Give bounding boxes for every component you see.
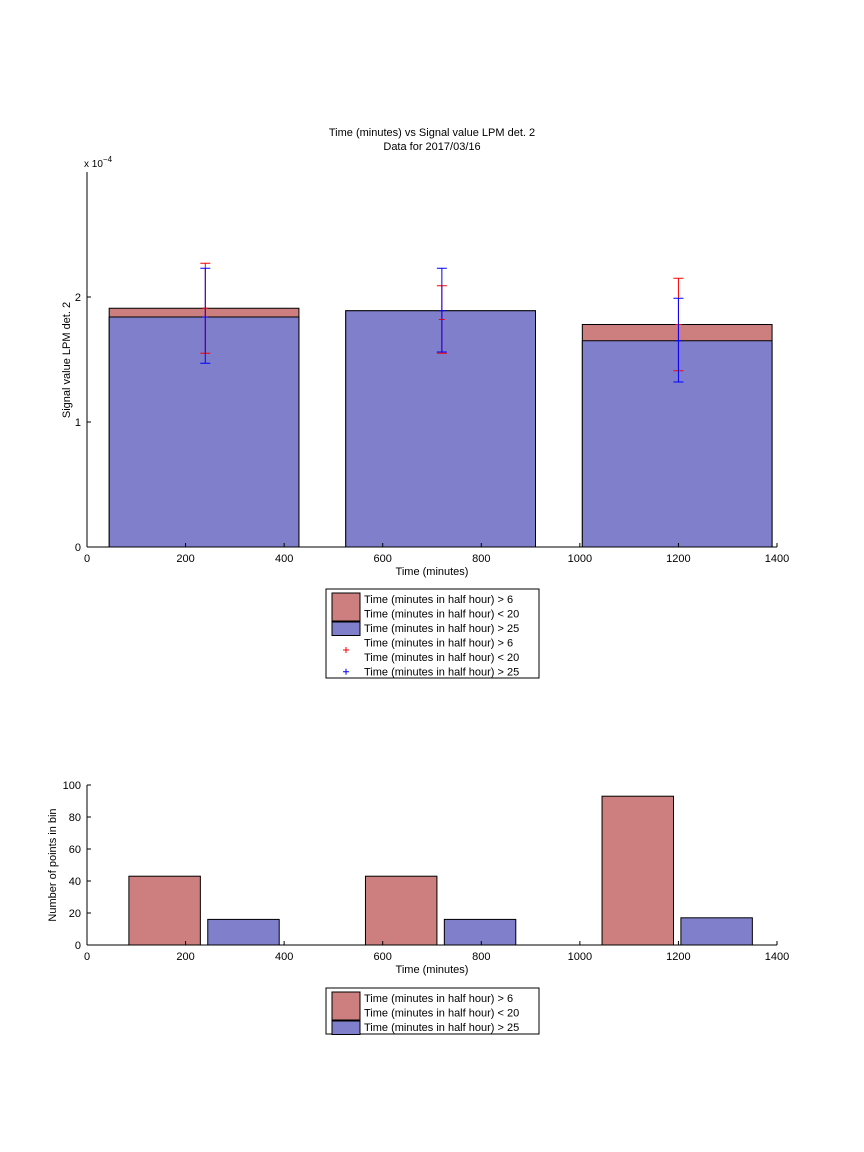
chart1-bars	[108, 307, 773, 548]
chart1-ytick-label: 1	[75, 417, 81, 429]
chart2-xlabel: Time (minutes)	[396, 964, 469, 976]
chart2-legend-swatch	[331, 1020, 361, 1035]
chart1-ytick-label: 0	[75, 542, 81, 554]
chart1-xtick-label: 800	[472, 553, 490, 565]
chart1-xtick-label: 1200	[666, 553, 690, 565]
chart1-exponent-base: x 10	[84, 159, 103, 170]
chart1-xtick-label: 1400	[765, 553, 789, 565]
signal-chart: Time (minutes) vs Signal value LPM det. …	[61, 127, 789, 679]
chart2-legend-label: Time (minutes in half hour) < 20	[364, 1008, 519, 1020]
chart1-legend-label: Time (minutes in half hour) > 6	[364, 638, 513, 650]
chart1-legend-label: Time (minutes in half hour) > 25	[364, 667, 519, 679]
chart1-xlabel: Time (minutes)	[396, 566, 469, 578]
chart2-xtick-label: 1000	[568, 951, 592, 963]
count-bar	[207, 918, 280, 946]
chart2-axes: 0 200 400 600 800 1000 1200 1400 0 20 40 60 80 100	[63, 780, 790, 963]
signal-bar	[108, 316, 300, 548]
chart2-ylabel: Number of points in bin	[47, 808, 59, 921]
chart1-errorbars	[200, 262, 684, 383]
chart1-axes: 0 200 400 600 800 1000 1200 1400 0 1 2	[75, 172, 789, 565]
chart1-legend-box	[325, 588, 540, 679]
chart2-ytick-label: 100	[63, 780, 81, 792]
chart1-subtitle: Data for 2017/03/16	[383, 141, 480, 153]
count-bar	[443, 918, 517, 946]
chart2-xtick-label: 200	[176, 951, 194, 963]
chart2-xtick-label: 1400	[765, 951, 789, 963]
chart1-legend-swatch	[331, 621, 361, 636]
chart1-xtick-label: 600	[374, 553, 392, 565]
chart2-legend: Time (minutes in half hour) > 6 Time (min…	[325, 987, 540, 1035]
chart2-xtick-label: 600	[374, 951, 392, 963]
chart2-xtick-label: 1200	[666, 951, 690, 963]
chart1-exponent: x 10−4	[84, 155, 113, 170]
chart2-ytick-label: 40	[69, 876, 81, 888]
chart2-xtick-label: 800	[472, 951, 490, 963]
chart1-xtick-label: 0	[84, 553, 90, 565]
chart2-legend-swatch	[331, 991, 361, 1021]
signal-bar	[581, 340, 773, 548]
chart1-ylabel: Signal value LPM det. 2	[61, 302, 73, 418]
chart1-xtick-label: 1000	[568, 553, 592, 565]
chart2-legend-label: Time (minutes in half hour) > 6	[364, 993, 513, 1005]
count-bar	[128, 875, 201, 946]
chart2-bars	[128, 795, 753, 946]
count-chart: Number of points in bin Time (minutes) 0…	[47, 780, 789, 1035]
chart1-exponent-power: −4	[103, 155, 113, 164]
chart1-legend-label: Time (minutes in half hour) > 25	[364, 623, 519, 635]
count-bar	[601, 795, 674, 946]
chart2-ytick-label: 60	[69, 844, 81, 856]
chart1-xtick-label: 200	[176, 553, 194, 565]
chart1-legend: Time (minutes in half hour) > 6 Time (min…	[325, 588, 540, 679]
signal-bar	[345, 310, 536, 548]
chart1-ytick-label: 2	[75, 292, 81, 304]
chart1-legend-label: Time (minutes in half hour) < 20	[364, 652, 519, 664]
chart1-legend-swatch	[331, 592, 361, 622]
count-bar	[680, 917, 753, 946]
chart1-xtick-label: 400	[275, 553, 293, 565]
chart2-legend-box	[325, 987, 540, 1035]
chart1-legend-label: Time (minutes in half hour) > 6	[364, 594, 513, 606]
chart1-title: Time (minutes) vs Signal value LPM det. …	[329, 127, 535, 139]
chart2-xtick-label: 400	[275, 951, 293, 963]
chart2-ytick-label: 80	[69, 812, 81, 824]
chart2-xtick-label: 0	[84, 951, 90, 963]
chart2-ytick-label: 0	[75, 940, 81, 952]
chart1-legend-label: Time (minutes in half hour) < 20	[364, 609, 519, 621]
chart2-legend-label: Time (minutes in half hour) > 25	[364, 1022, 519, 1034]
count-bar	[364, 875, 438, 946]
chart2-ytick-label: 20	[69, 908, 81, 920]
